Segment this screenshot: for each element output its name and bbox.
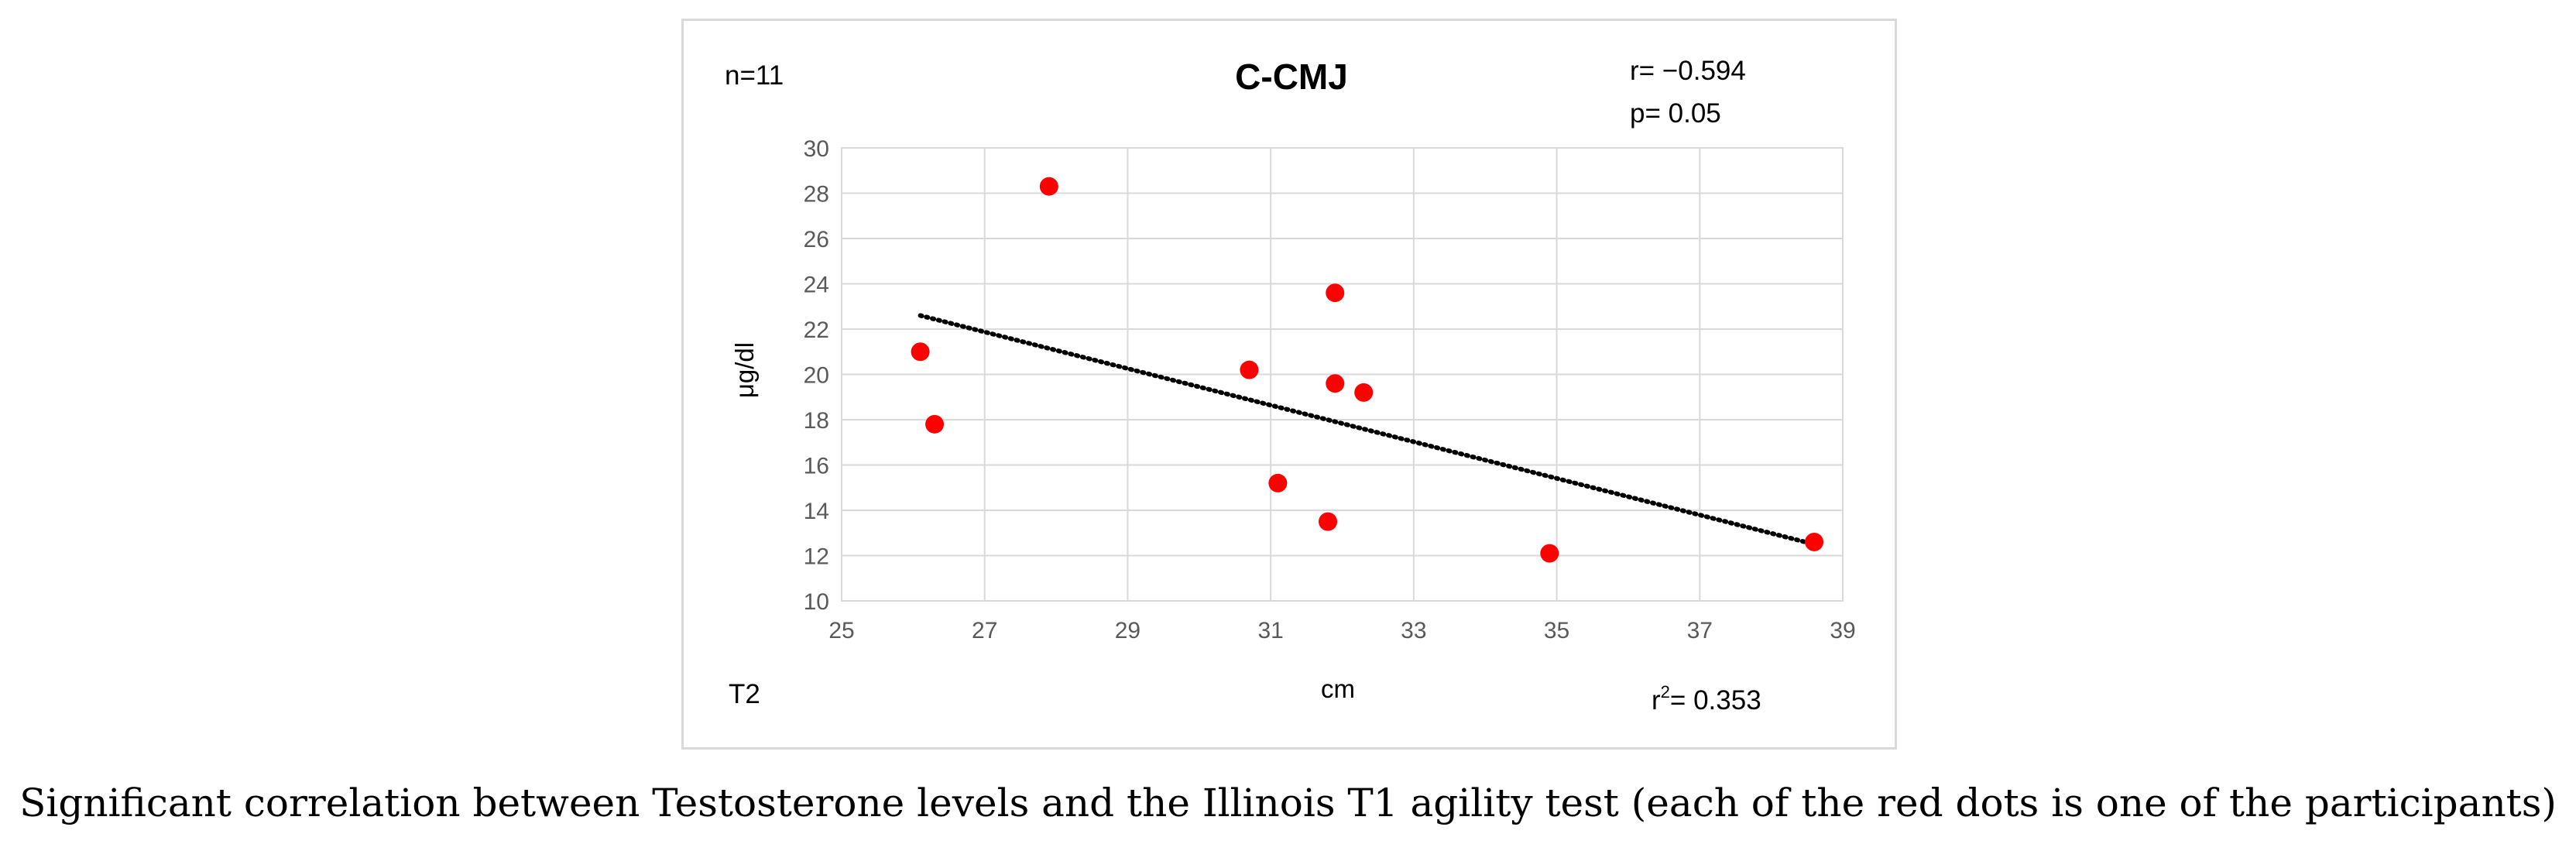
- y-axis-label: μg/dl: [730, 342, 759, 398]
- data-point: [1540, 544, 1559, 563]
- y-tick-label: 10: [804, 589, 829, 615]
- trendline: [918, 313, 1817, 547]
- x-tick-label: 27: [972, 618, 997, 643]
- time-annotation: T2: [729, 679, 760, 709]
- data-point: [925, 414, 945, 434]
- axes: 10 12 14 16 18 20 22 24 26 28 30 25 27 29 31 33 35 37 39: [804, 136, 1856, 643]
- x-tick-label: 33: [1401, 618, 1426, 643]
- y-tick-label: 12: [804, 544, 829, 570]
- data-point: [911, 342, 930, 362]
- chart-frame: 10 12 14 16 18 20 22 24 26 28 30 25 27 29 31 33 35 37 39 C…: [681, 19, 1897, 750]
- data-point: [1319, 512, 1338, 531]
- plot-area-border: [841, 147, 1844, 602]
- r2-prefix: r: [1652, 685, 1661, 715]
- data-point: [1805, 532, 1824, 551]
- r2-value: = 0.353: [1670, 685, 1761, 715]
- y-tick-label: 14: [804, 499, 829, 524]
- r2-annotation: r2= 0.353: [1652, 682, 1761, 715]
- data-point: [1268, 473, 1288, 492]
- data-point: [1354, 383, 1374, 402]
- data-point: [1326, 283, 1345, 303]
- scatter-chart: 10 12 14 16 18 20 22 24 26 28 30 25 27 29 31 33 35 37 39 C…: [725, 56, 1856, 715]
- x-tick-label: 29: [1115, 618, 1141, 643]
- y-tick-label: 16: [804, 454, 829, 479]
- data-points: [911, 177, 1824, 563]
- y-tick-label: 22: [804, 317, 829, 343]
- y-tick-label: 20: [804, 363, 829, 389]
- trendline-layer: [918, 313, 1817, 547]
- y-tick-label: 24: [804, 273, 829, 298]
- x-tick-label: 25: [828, 618, 854, 643]
- p-annotation: p= 0.05: [1630, 98, 1721, 129]
- x-tick-label: 35: [1544, 618, 1569, 643]
- y-tick-label: 26: [804, 227, 829, 252]
- data-point: [1240, 360, 1259, 379]
- y-tick-label: 30: [804, 136, 829, 162]
- x-tick-label: 39: [1830, 618, 1855, 643]
- n-annotation: n=11: [725, 60, 784, 91]
- r-annotation: r= −0.594: [1630, 56, 1746, 86]
- y-tick-label: 18: [804, 408, 829, 434]
- y-tick-label: 28: [804, 182, 829, 208]
- grid: [841, 147, 1844, 602]
- figure-caption: Significant correlation between Testoste…: [19, 781, 2557, 825]
- x-tick-label: 37: [1687, 618, 1713, 643]
- r2-superscript: 2: [1661, 682, 1670, 702]
- data-point: [1326, 374, 1345, 393]
- data-point: [1039, 177, 1058, 196]
- x-tick-label: 31: [1257, 618, 1283, 643]
- chart-title: C-CMJ: [1235, 57, 1348, 97]
- x-axis-label: cm: [1321, 674, 1355, 703]
